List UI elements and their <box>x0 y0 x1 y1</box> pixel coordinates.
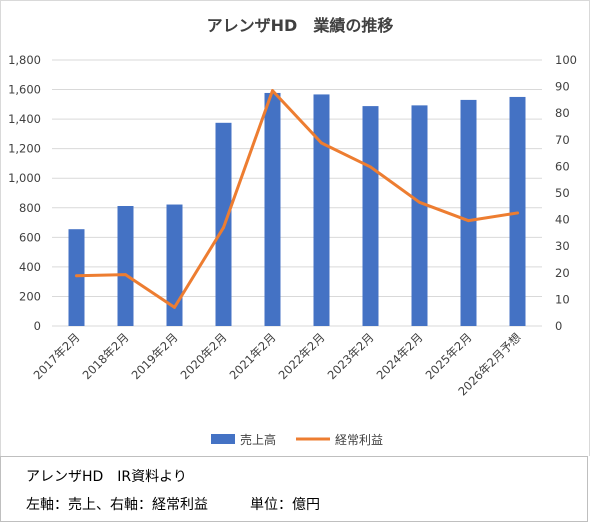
category-label: 2018年2月 <box>80 330 132 382</box>
chart-title: アレンザHD 業績の推移 <box>207 16 394 35</box>
left-tick-label: 400 <box>19 260 41 274</box>
right-tick-label: 0 <box>555 319 562 333</box>
profit-point <box>369 165 372 169</box>
axis-unit-note: 左軸：売上、右軸：経常利益 単位：億円 <box>26 497 320 513</box>
profit-point <box>75 274 78 278</box>
left-tick-label: 1,600 <box>8 83 41 97</box>
profit-point <box>271 89 274 92</box>
bar-sales <box>313 94 330 326</box>
right-tick-label: 100 <box>555 53 577 67</box>
right-tick-label: 80 <box>555 106 570 120</box>
right-tick-label: 30 <box>555 239 570 253</box>
left-tick-label: 1,200 <box>8 142 41 156</box>
gridlines <box>52 59 542 327</box>
left-tick-label: 800 <box>19 201 41 215</box>
bar-sales <box>362 106 379 327</box>
profit-point <box>516 211 519 215</box>
bar-sales <box>411 105 428 327</box>
bar-sales <box>264 92 281 327</box>
left-tick-label: 0 <box>34 319 41 333</box>
profit-point <box>124 273 127 277</box>
bar-sales <box>460 99 477 327</box>
profit-point <box>222 226 225 229</box>
profit-line <box>75 89 519 309</box>
category-label: 2022年2月 <box>276 330 328 382</box>
line-series-profit <box>75 89 519 309</box>
category-label: 2025年2月 <box>423 330 475 382</box>
category-axis: 2017年2月2018年2月2019年2月2020年2月2021年2月2022年… <box>31 330 524 398</box>
category-label: 2021年2月 <box>227 330 279 382</box>
right-tick-label: 90 <box>555 80 570 94</box>
bar-sales <box>68 229 85 326</box>
right-tick-label: 20 <box>555 266 570 280</box>
bar-series-sales <box>68 92 526 327</box>
category-label: 2020年2月 <box>178 330 230 382</box>
legend-swatch-sales <box>211 434 235 444</box>
right-tick-label: 60 <box>555 159 570 173</box>
profit-point <box>173 305 176 309</box>
left-tick-label: 200 <box>19 289 41 303</box>
category-label: 2024年2月 <box>374 330 426 382</box>
legend-label-profit: 経常利益 <box>335 433 383 447</box>
source-note-box <box>0 456 588 522</box>
left-axis: 0 200 400 600 800 1,000 1,200 1,400 1,600 1,800 <box>8 53 41 333</box>
category-label: 2019年2月 <box>129 330 181 382</box>
right-tick-label: 50 <box>555 186 570 200</box>
bar-sales <box>166 204 183 326</box>
profit-point <box>467 219 470 223</box>
bar-sales <box>117 206 134 326</box>
left-tick-label: 1,800 <box>8 53 41 67</box>
right-axis: 0 10 20 30 40 50 60 70 80 90 100 <box>555 53 577 333</box>
profit-point <box>418 200 421 204</box>
left-tick-label: 1,400 <box>8 112 41 126</box>
right-tick-label: 40 <box>555 213 570 227</box>
category-label: 2023年2月 <box>325 330 377 382</box>
chart: アレンザHD 業績の推移 02004006008001,0001,2001,40… <box>8 16 577 447</box>
legend-label-sales: 売上高 <box>240 432 276 447</box>
category-label: 2017年2月 <box>31 330 83 382</box>
source-note: アレンザHD IR資料より <box>26 469 187 485</box>
left-tick-label: 1,000 <box>8 171 41 185</box>
right-tick-label: 70 <box>555 133 570 147</box>
profit-point <box>320 141 323 145</box>
left-tick-label: 600 <box>19 230 41 244</box>
legend: 売上高 経常利益 <box>211 432 383 447</box>
right-tick-label: 10 <box>555 292 570 306</box>
